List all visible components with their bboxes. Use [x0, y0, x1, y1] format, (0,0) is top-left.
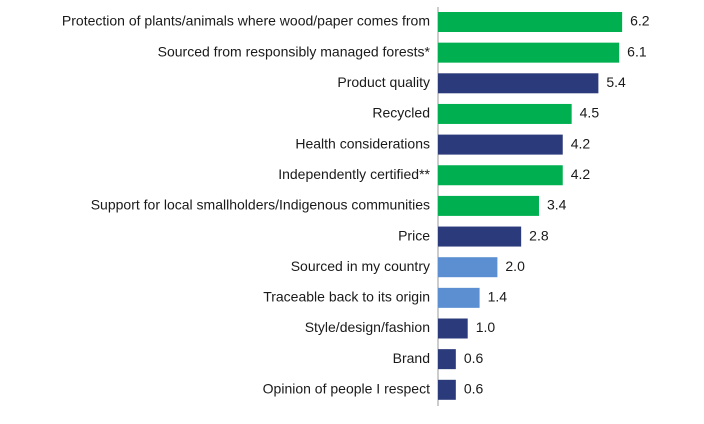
value-label: 6.2 [630, 13, 650, 29]
bar [438, 318, 468, 339]
bar [438, 12, 623, 32]
value-label: 1.0 [476, 319, 496, 335]
value-label: 0.6 [464, 381, 484, 397]
category-label: Protection of plants/animals where wood/… [62, 13, 430, 29]
category-label: Sourced from responsibly managed forests… [158, 43, 431, 59]
bar [438, 195, 539, 216]
value-label: 2.0 [505, 258, 525, 274]
bar [438, 226, 522, 247]
category-label: Support for local smallholders/Indigenou… [91, 197, 430, 213]
category-label: Product quality [337, 74, 430, 90]
value-label: 2.8 [529, 227, 549, 243]
category-label: Sourced in my country [291, 258, 430, 274]
value-label: 3.4 [547, 197, 567, 213]
value-label: 4.2 [571, 135, 591, 151]
value-label: 1.4 [488, 289, 508, 305]
category-label: Health considerations [295, 135, 430, 151]
bar [438, 349, 456, 370]
category-label: Brand [393, 350, 430, 366]
category-label: Opinion of people I respect [263, 381, 430, 397]
value-label: 6.1 [627, 43, 647, 59]
value-label: 5.4 [606, 74, 626, 90]
bar [438, 257, 498, 278]
bar [438, 73, 599, 94]
value-label: 4.2 [571, 166, 591, 182]
bar [438, 165, 563, 186]
value-label: 0.6 [464, 350, 484, 366]
category-label: Style/design/fashion [305, 319, 430, 335]
bar [438, 134, 563, 155]
bar [438, 287, 480, 308]
value-label: 4.5 [580, 105, 600, 121]
bar [438, 379, 456, 400]
bar [438, 42, 620, 63]
category-label: Independently certified** [278, 166, 430, 182]
category-label: Traceable back to its origin [263, 289, 430, 305]
category-label: Recycled [372, 105, 430, 121]
category-label: Price [398, 227, 430, 243]
bar [438, 103, 572, 124]
